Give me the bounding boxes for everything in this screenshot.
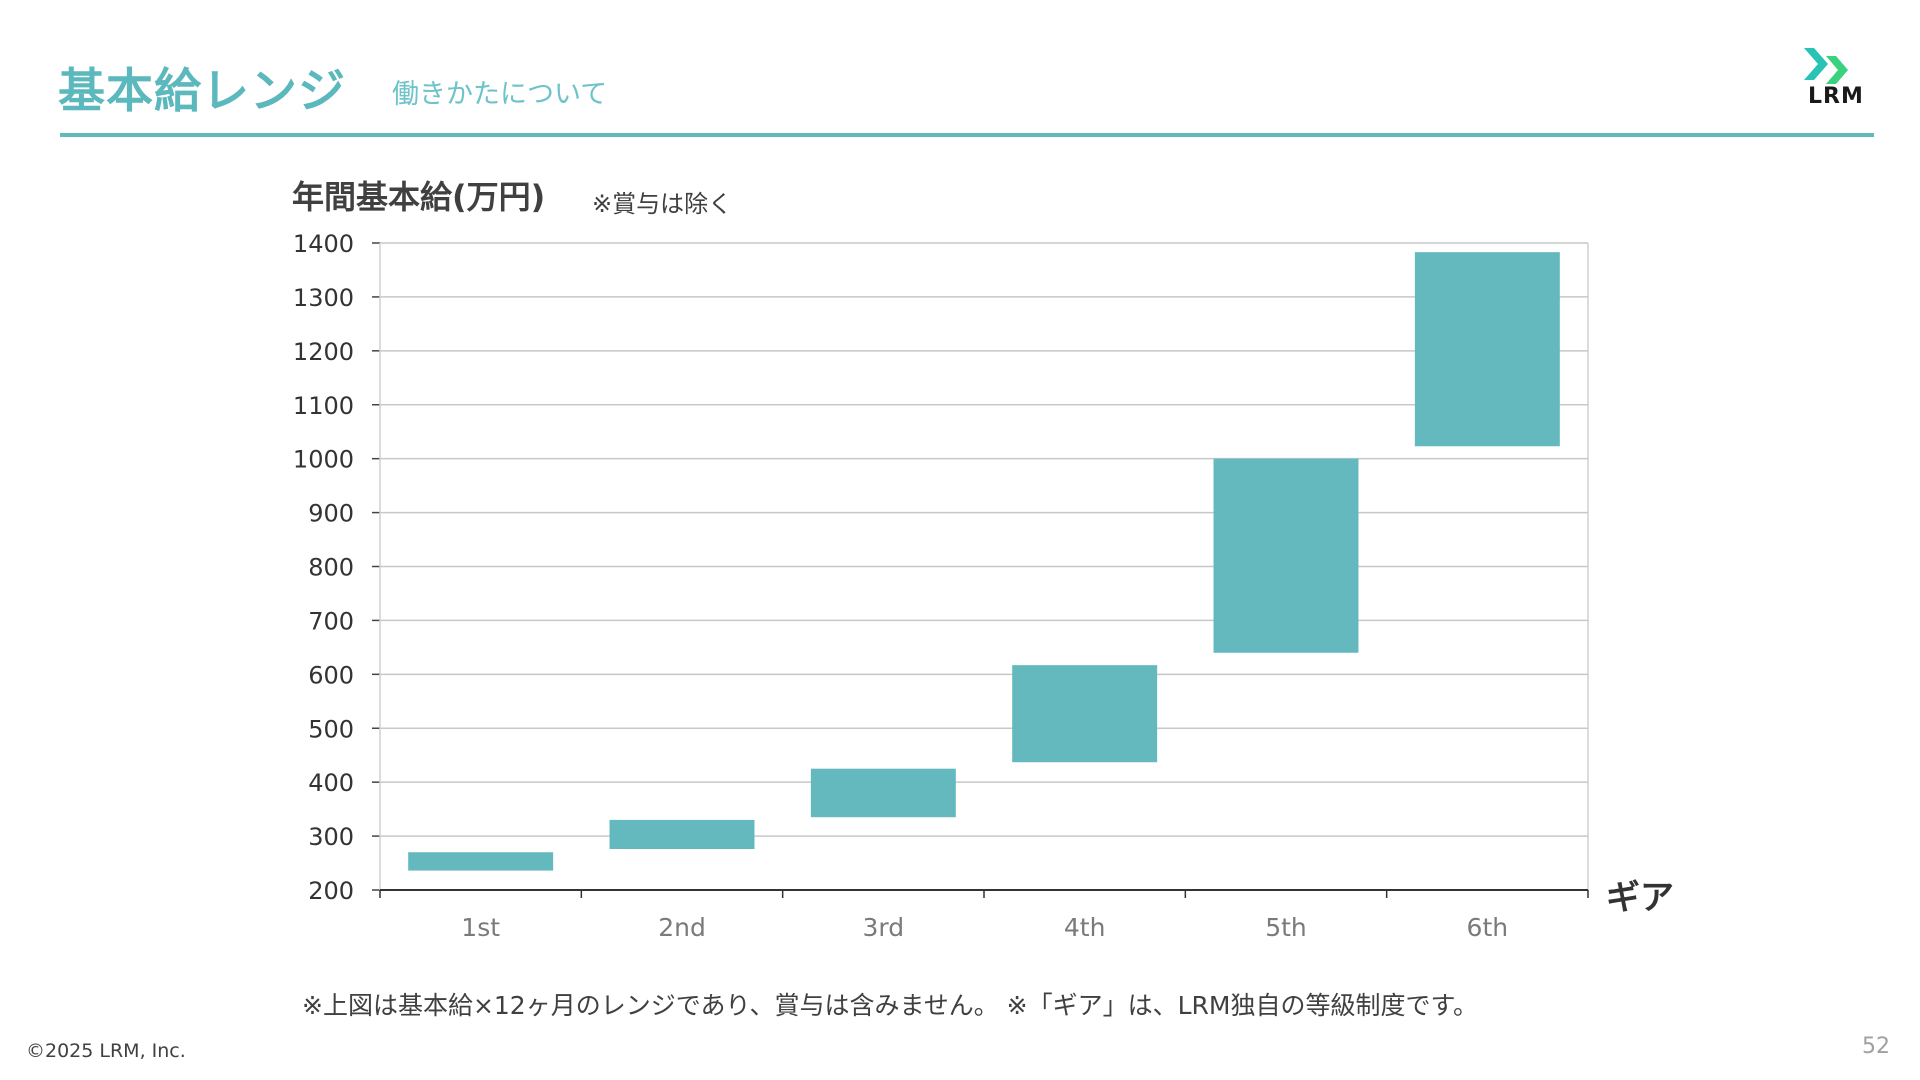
bar-1st: [408, 852, 554, 871]
page-title: 基本給レンジ: [58, 64, 346, 119]
y-tick-label: 1200: [293, 338, 354, 366]
y-tick-label: 700: [308, 607, 354, 635]
y-axis-note: ※賞与は除く: [592, 190, 733, 218]
x-tick-label: 4th: [1064, 913, 1106, 942]
x-tick-label: 1st: [461, 913, 500, 942]
page-subtitle: 働きかたについて: [392, 79, 608, 110]
x-tick-label: 3rd: [863, 913, 905, 942]
header-divider: [60, 133, 1874, 137]
x-tick-label: 6th: [1467, 913, 1509, 942]
page-number: 52: [1862, 1034, 1890, 1059]
bar-3rd: [810, 768, 956, 818]
bar-5th: [1213, 458, 1359, 653]
lrm-logo-icon: [1804, 48, 1848, 84]
y-tick-label: 500: [308, 715, 354, 743]
x-tick-label: 5th: [1265, 913, 1307, 942]
x-tick-label: 2nd: [658, 913, 706, 942]
y-tick-label: 200: [308, 877, 354, 905]
y-tick-label: 1100: [293, 392, 354, 420]
y-tick-label: 900: [308, 500, 354, 528]
logo-text: LRM: [1808, 84, 1864, 109]
y-tick-label: 1300: [293, 284, 354, 312]
y-tick-label: 1000: [293, 446, 354, 474]
y-tick-label: 800: [308, 554, 354, 582]
footnote: ※上図は基本給×12ヶ月のレンジであり、賞与は含みません。 ※「ギア」は、LRM…: [302, 991, 1478, 1020]
y-tick-label: 400: [308, 769, 354, 797]
y-tick-label: 1400: [293, 230, 354, 258]
bar-4th: [1012, 665, 1158, 763]
y-axis-title: 年間基本給(万円): [292, 178, 546, 216]
x-axis-title: ギア: [1606, 878, 1674, 918]
bar-6th: [1414, 252, 1560, 447]
y-tick-label: 300: [308, 823, 354, 851]
y-tick-label: 600: [308, 661, 354, 689]
bar-2nd: [609, 819, 755, 850]
copyright: ©2025 LRM, Inc.: [26, 1040, 186, 1062]
